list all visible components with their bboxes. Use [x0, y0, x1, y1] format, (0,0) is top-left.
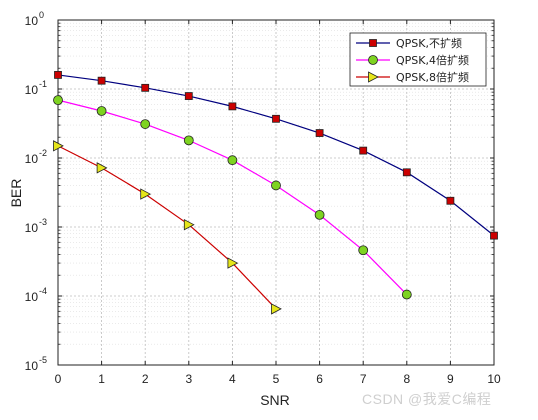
x-tick-label: 2 — [142, 372, 149, 386]
series-1-point — [315, 129, 324, 137]
x-tick-label: 7 — [360, 372, 367, 386]
series-1-point — [359, 146, 368, 155]
series-2-point — [314, 209, 325, 220]
series-2-point — [183, 135, 194, 146]
series-3-point — [96, 162, 108, 174]
y-tick-exponent: -1 — [39, 79, 47, 89]
series-2-point — [140, 119, 151, 129]
y-tick-label: 10 — [25, 14, 39, 28]
y-tick-exponent: -3 — [39, 217, 47, 227]
series-1-point — [141, 83, 150, 92]
series-1-point — [272, 114, 280, 123]
legend-marker-3 — [368, 71, 379, 83]
series-layer — [53, 71, 498, 315]
series-2-point — [53, 95, 63, 106]
y-tick-label: 10 — [25, 83, 39, 97]
x-axis-label: SNR — [260, 392, 290, 408]
legend-marker-1 — [369, 39, 377, 47]
y-axis-label: BER — [8, 179, 24, 208]
series-3-point — [227, 257, 239, 269]
y-tick-exponent: -4 — [39, 286, 47, 296]
legend-label-3: QPSK,8倍扩频 — [396, 70, 469, 84]
x-tick-label: 5 — [273, 372, 280, 386]
x-tick-label: 9 — [447, 372, 454, 386]
y-tick-label: 10 — [25, 221, 39, 235]
x-tick-label: 0 — [55, 372, 62, 386]
series-1-point — [228, 102, 237, 111]
series-1-point — [97, 76, 106, 85]
plot-frame — [57, 19, 495, 366]
x-tick-label: 8 — [403, 372, 410, 386]
watermark: CSDN @我爱C编程 — [362, 391, 492, 407]
y-tick-exponent: 0 — [39, 10, 44, 20]
series-2-point — [358, 245, 369, 256]
legend-label-2: QPSK,4倍扩频 — [396, 53, 469, 67]
series-1-point — [402, 168, 411, 177]
series-2-point — [96, 106, 107, 116]
series-1-point — [446, 196, 455, 205]
series-1-point — [184, 92, 193, 100]
series-2-point — [271, 180, 281, 191]
series-3-point — [140, 188, 152, 200]
legend-label-1: QPSK,不扩频 — [396, 36, 462, 50]
series-line-3 — [57, 145, 277, 310]
x-tick-label: 6 — [316, 372, 323, 386]
x-tick-label: 3 — [185, 372, 192, 386]
y-tick-label: 10 — [25, 152, 39, 166]
legend-marker-2 — [368, 55, 378, 65]
y-tick-exponent: -2 — [39, 148, 47, 158]
x-tick-label: 4 — [229, 372, 236, 386]
series-2-point — [401, 289, 412, 300]
series-2-point — [227, 155, 238, 166]
series-1-point — [54, 71, 62, 79]
series-3-point — [53, 140, 64, 152]
y-tick-exponent: -5 — [39, 355, 47, 365]
series-1-point — [490, 231, 498, 240]
series-3-point — [183, 219, 195, 231]
grid-layer — [57, 19, 495, 366]
y-tick-label: 10 — [25, 290, 39, 304]
legend: QPSK,不扩频 QPSK,4倍扩频 QPSK,8倍扩频 — [349, 32, 487, 87]
x-tick-label: 1 — [98, 372, 105, 386]
x-tick-label: 10 — [487, 372, 501, 386]
series-3-point — [271, 303, 282, 315]
y-tick-label: 10 — [25, 359, 39, 373]
